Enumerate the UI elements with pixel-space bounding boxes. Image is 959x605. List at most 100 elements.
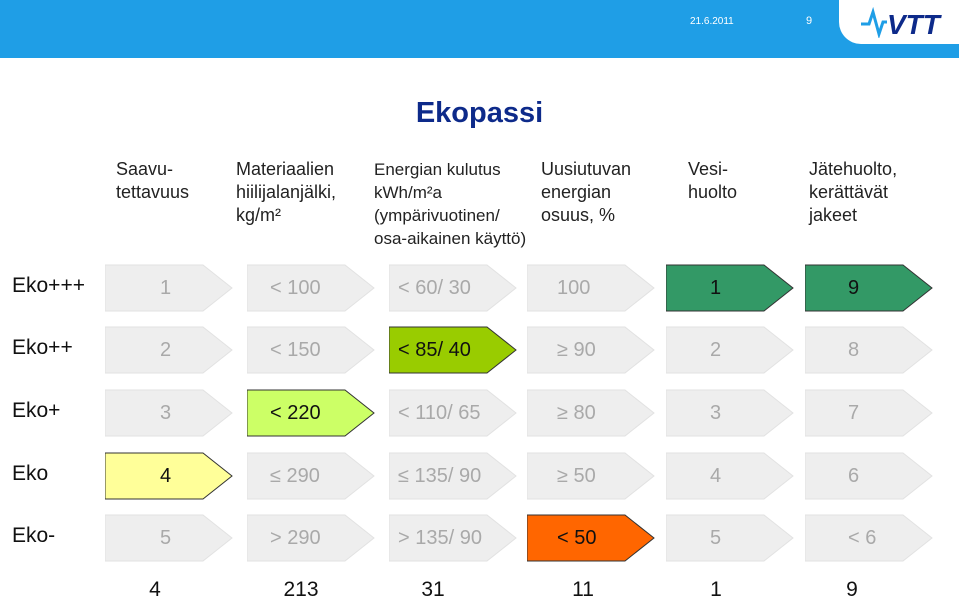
arrow-shape (247, 264, 375, 312)
rating-value: 6 (848, 465, 860, 487)
rating-cell-eko-water: 4 (666, 452, 794, 500)
rating-cell-eko-plus1-renewable: ≥ 80 (527, 389, 655, 437)
page-number: 9 (806, 15, 813, 27)
row-label-eko: Eko (12, 462, 49, 485)
arrow-shape (666, 389, 794, 437)
row-label-eko-plus3: Eko+++ (12, 274, 85, 297)
rating-value: 7 (848, 402, 860, 424)
column-header-accessibility: Saavu-tettavuus (116, 159, 190, 202)
rating-value: ≥ 50 (557, 465, 596, 487)
arrow-shape (666, 452, 794, 500)
rating-cell-eko-minus-renewable: < 50 (527, 514, 655, 562)
rating-value: < 110/ 65 (398, 402, 481, 424)
rating-value: 8 (848, 339, 860, 361)
arrow-shape (527, 452, 655, 500)
rating-value: < 6 (848, 527, 877, 549)
rating-value: ≥ 90 (557, 339, 596, 361)
arrow-shape (527, 264, 655, 312)
rating-cell-eko-plus2-waste: 8 (805, 326, 933, 374)
total-water: 1 (710, 578, 722, 601)
rating-value: 5 (160, 527, 172, 549)
rating-cell-eko-plus3-energy: < 60/ 30 (389, 264, 517, 312)
rating-cell-eko-plus2-water: 2 (666, 326, 794, 374)
rating-cell-eko-plus2-renewable: ≥ 90 (527, 326, 655, 374)
arrow-shape (805, 452, 933, 500)
rating-cell-eko-plus1-carbon-footprint: < 220 (247, 389, 375, 437)
arrow-shape (247, 326, 375, 374)
arrow-shape (527, 389, 655, 437)
column-header-renewable-share: Uusiutuvan energian osuus, % (541, 159, 632, 225)
row-label-eko-plus1: Eko+ (12, 399, 61, 422)
arrow-shape (105, 326, 233, 374)
arrow-shape (389, 326, 517, 374)
rating-value: 1 (710, 277, 722, 299)
rating-value: ≥ 80 (557, 402, 596, 424)
rating-cell-eko-carbon-footprint: ≤ 290 (247, 452, 375, 500)
column-header-carbon-footprint: Materiaalien hiilijalanjälki, kg/m² (236, 159, 337, 225)
rating-cell-eko-plus1-water: 3 (666, 389, 794, 437)
total-accessibility: 4 (149, 578, 161, 601)
top-bar: 21.6.2011 9 VTT (0, 0, 959, 58)
total-renewable: 11 (572, 578, 594, 601)
rating-cell-eko-plus1-energy: < 110/ 65 (389, 389, 517, 437)
rating-value: < 220 (270, 402, 321, 424)
rating-value: < 60/ 30 (398, 277, 471, 299)
rating-cell-eko-energy: ≤ 135/ 90 (389, 452, 517, 500)
rating-cell-eko-plus2-carbon-footprint: < 150 (247, 326, 375, 374)
rating-value: < 50 (557, 527, 597, 549)
rating-value: 9 (848, 277, 860, 299)
arrow-shape (247, 389, 375, 437)
arrow-shape (805, 326, 933, 374)
arrow-shape (389, 514, 517, 562)
arrow-shape (666, 326, 794, 374)
vtt-logo: VTT (839, 0, 959, 44)
column-header-waste-management: Jätehuolto, kerättävät jakeet (809, 159, 898, 225)
total-waste: 9 (846, 578, 858, 601)
rating-cell-eko-plus2-energy: < 85/ 40 (389, 326, 517, 374)
rating-cell-eko-plus3-water: 1 (666, 264, 794, 312)
arrow-shape (105, 264, 233, 312)
rating-cell-eko-plus3-renewable: 100 (527, 264, 655, 312)
rating-value: < 85/ 40 (398, 339, 471, 361)
rating-cell-eko-plus1-accessibility: 3 (105, 389, 233, 437)
rating-cell-eko-plus3-waste: 9 (805, 264, 933, 312)
total-energy: 31 (421, 578, 445, 601)
arrow-shape (105, 514, 233, 562)
rating-cell-eko-minus-water: 5 (666, 514, 794, 562)
rating-value: 5 (710, 527, 722, 549)
rating-value: 4 (710, 465, 722, 487)
rating-cell-eko-plus3-carbon-footprint: < 100 (247, 264, 375, 312)
rating-cell-eko-accessibility: 4 (105, 452, 233, 500)
arrow-shape (247, 514, 375, 562)
arrow-shape (527, 326, 655, 374)
rating-value: > 290 (270, 527, 321, 549)
arrow-shape (105, 452, 233, 500)
arrow-shape (247, 452, 375, 500)
arrow-shape (666, 264, 794, 312)
rating-value: < 100 (270, 277, 321, 299)
rating-cell-eko-plus2-accessibility: 2 (105, 326, 233, 374)
rating-value: ≤ 135/ 90 (398, 465, 482, 487)
column-header-water-supply: Vesi-huolto (688, 159, 738, 202)
rating-value: < 150 (270, 339, 321, 361)
rating-cell-eko-minus-carbon-footprint: > 290 (247, 514, 375, 562)
rating-cell-eko-plus3-accessibility: 1 (105, 264, 233, 312)
svg-text:VTT: VTT (887, 9, 943, 38)
rating-value: 100 (557, 277, 591, 299)
arrow-shape (805, 514, 933, 562)
rating-cell-eko-minus-energy: > 135/ 90 (389, 514, 517, 562)
row-label-eko-minus: Eko- (12, 524, 56, 547)
arrow-shape (527, 514, 655, 562)
rating-value: > 135/ 90 (398, 527, 482, 549)
arrow-shape (389, 452, 517, 500)
rating-cell-eko-renewable: ≥ 50 (527, 452, 655, 500)
arrow-shape (805, 389, 933, 437)
rating-value: 2 (160, 339, 172, 361)
rating-cell-eko-plus1-waste: 7 (805, 389, 933, 437)
total-carbon-footprint: 213 (283, 578, 319, 601)
rating-cell-eko-waste: 6 (805, 452, 933, 500)
rating-value: 1 (160, 277, 172, 299)
rating-value: 3 (160, 402, 172, 424)
rating-value: 4 (160, 465, 172, 487)
arrow-shape (105, 389, 233, 437)
